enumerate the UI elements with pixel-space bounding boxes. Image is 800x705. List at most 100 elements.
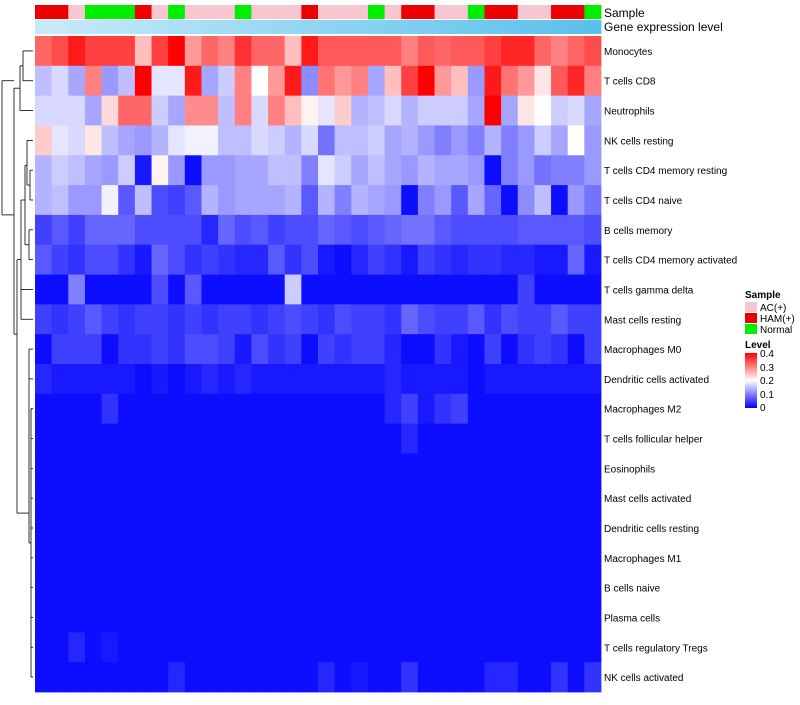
heatmap-cell (51, 244, 69, 275)
heatmap-cell (218, 155, 236, 186)
heatmap-cell (184, 542, 202, 574)
heatmap-cell (551, 274, 569, 305)
heatmap-cell (417, 393, 435, 425)
heatmap-cell (401, 36, 419, 67)
heatmap-cell (268, 244, 286, 275)
heatmap-cell (218, 36, 236, 67)
heatmap-cell (367, 423, 385, 454)
heatmap-cell (51, 304, 69, 335)
gene-expression-cell (284, 20, 302, 34)
heatmap-cell (84, 393, 102, 425)
heatmap-cell (134, 602, 152, 633)
heatmap-cell (334, 214, 352, 246)
row-label: Eosinophils (604, 464, 655, 475)
heatmap-cell (467, 513, 485, 544)
gene-expression-cell (584, 20, 602, 34)
heatmap-cell (218, 274, 236, 305)
heatmap-cell (101, 513, 119, 544)
heatmap-cell (168, 513, 186, 544)
row-label: Plasma cells (604, 613, 660, 624)
heatmap-cell (151, 65, 169, 97)
heatmap-cell (251, 602, 269, 633)
heatmap-cell (384, 602, 402, 633)
gene-expression-cell (268, 20, 286, 34)
heatmap-cell (384, 125, 402, 156)
heatmap-cell (234, 95, 252, 126)
heatmap-cell (84, 453, 102, 484)
heatmap-cell (251, 155, 269, 186)
heatmap-cell (134, 95, 152, 126)
heatmap-cell (334, 125, 352, 156)
sample-annotation-cell (301, 5, 319, 19)
heatmap-cell (101, 185, 119, 216)
heatmap-cell (451, 155, 469, 186)
heatmap-cell (268, 214, 286, 246)
heatmap-cell (517, 602, 535, 633)
heatmap-cell (35, 304, 53, 335)
heatmap-cell (134, 662, 152, 693)
heatmap-cell (401, 334, 419, 365)
heatmap-cell (484, 304, 502, 335)
heatmap-cell (451, 65, 469, 97)
heatmap-cell (551, 244, 569, 275)
heatmap-cell (417, 632, 435, 663)
heatmap-cell (534, 393, 552, 425)
heatmap-cell (351, 453, 369, 484)
heatmap-cell (567, 662, 585, 693)
heatmap-cell (68, 334, 86, 365)
heatmap-cell (367, 214, 385, 246)
heatmap-cell (517, 393, 535, 425)
heatmap-cell (168, 185, 186, 216)
heatmap-cell (467, 185, 485, 216)
heatmap-cell (384, 513, 402, 544)
heatmap-cell (367, 95, 385, 126)
heatmap-cell (318, 36, 336, 67)
heatmap-cell (51, 483, 69, 514)
heatmap-cell (118, 513, 136, 544)
heatmap-cell (168, 393, 186, 425)
heatmap-cell (218, 513, 236, 544)
heatmap-cell (401, 274, 419, 305)
row-label: Dendritic cells resting (604, 524, 699, 535)
heatmap-cell (68, 542, 86, 574)
heatmap-cell (384, 304, 402, 335)
heatmap-cell (51, 185, 69, 216)
heatmap-cell (184, 95, 202, 126)
heatmap-cell (68, 214, 86, 246)
heatmap-cell (101, 542, 119, 574)
heatmap-cell (268, 155, 286, 186)
heatmap-cell (151, 572, 169, 603)
gene-expression-cell (351, 20, 369, 34)
heatmap-cell (517, 334, 535, 365)
heatmap-cell (584, 453, 602, 484)
heatmap-cell (451, 125, 469, 156)
heatmap-cell (417, 334, 435, 365)
annotation-label-sample: Sample (604, 6, 645, 20)
heatmap-cell (51, 572, 69, 603)
heatmap-cell (584, 304, 602, 335)
heatmap-cell (84, 95, 102, 126)
heatmap-cell (451, 423, 469, 454)
heatmap-cell (284, 393, 302, 425)
heatmap-cell (234, 36, 252, 67)
heatmap-cell (35, 662, 53, 693)
row-label: Mast cells activated (604, 494, 691, 505)
heatmap-cell (68, 393, 86, 425)
row-label: T cells CD4 naive (604, 196, 683, 207)
heatmap-cell (401, 602, 419, 633)
heatmap-cell (301, 155, 319, 186)
heatmap-cell (134, 513, 152, 544)
heatmap-cell (268, 304, 286, 335)
heatmap-cell (551, 334, 569, 365)
heatmap-cell (234, 155, 252, 186)
heatmap-cell (151, 125, 169, 156)
heatmap-cell (168, 155, 186, 186)
heatmap-cell (367, 662, 385, 693)
heatmap-cell (484, 244, 502, 275)
heatmap-cell (334, 602, 352, 633)
heatmap-cell (251, 572, 269, 603)
heatmap-cell (351, 513, 369, 544)
heatmap-cell (201, 542, 219, 574)
heatmap-cell (101, 334, 119, 365)
heatmap-cell (68, 65, 86, 97)
